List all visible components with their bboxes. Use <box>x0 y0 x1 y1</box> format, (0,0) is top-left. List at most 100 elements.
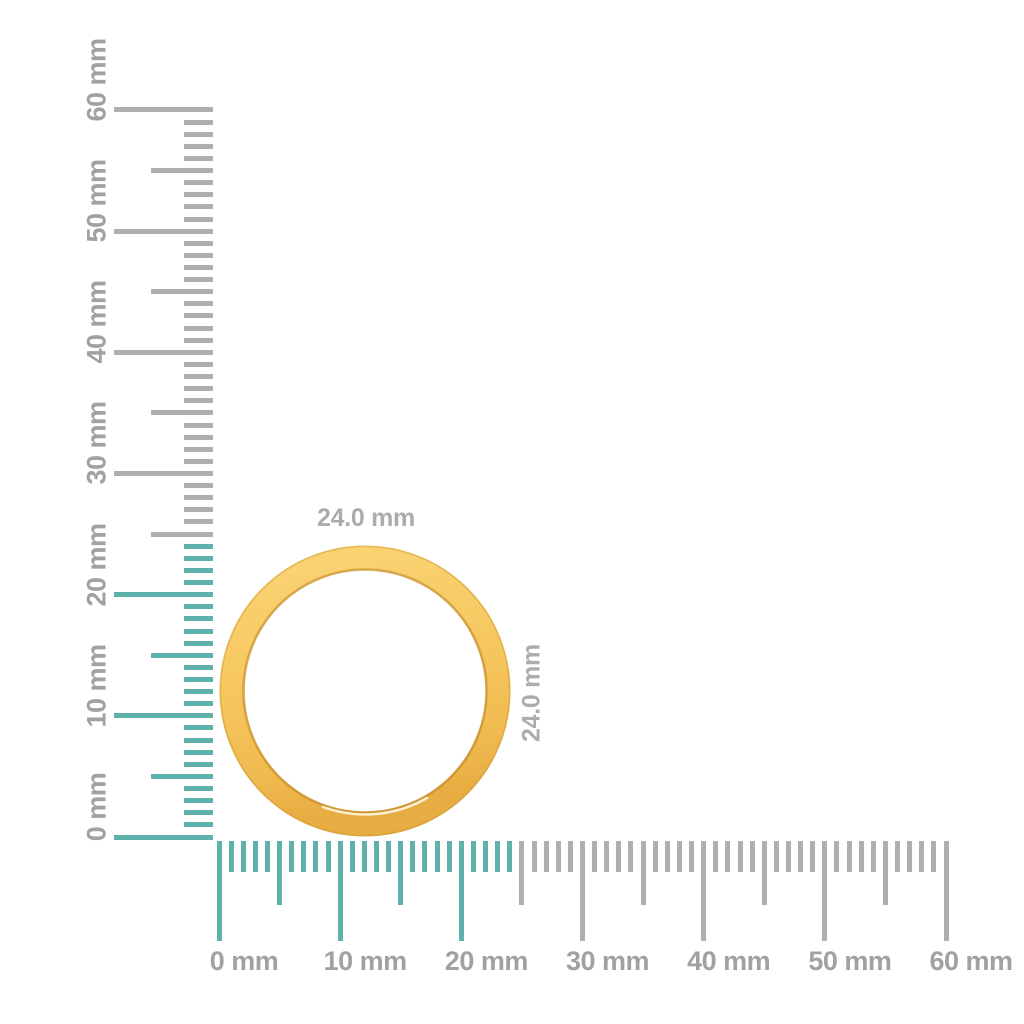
horizontal-ruler-tick <box>761 841 767 905</box>
vertical-ruler-tick <box>184 204 213 210</box>
vertical-ruler-tick <box>184 277 213 283</box>
ring-height-label: 24.0 mm <box>517 644 546 742</box>
vertical-ruler-tick <box>184 822 213 828</box>
horizontal-ruler-label: 60 mm <box>929 946 1013 976</box>
horizontal-ruler-tick <box>289 841 295 872</box>
vertical-ruler-label: 50 mm <box>81 159 112 243</box>
vertical-ruler-label: 10 mm <box>81 644 112 728</box>
horizontal-ruler-tick <box>907 841 913 872</box>
gold-ring <box>219 545 511 837</box>
vertical-ruler-label: 20 mm <box>81 523 112 607</box>
horizontal-ruler-tick <box>301 841 307 872</box>
horizontal-ruler-tick <box>531 841 537 872</box>
horizontal-ruler-label: 40 mm <box>687 946 771 976</box>
vertical-ruler-tick <box>184 543 213 549</box>
horizontal-ruler-tick <box>773 841 779 872</box>
horizontal-ruler-tick <box>870 841 876 872</box>
horizontal-ruler-tick <box>846 841 852 872</box>
vertical-ruler-tick <box>184 725 213 731</box>
horizontal-ruler-tick <box>580 841 585 941</box>
vertical-ruler-tick <box>184 483 213 489</box>
horizontal-ruler-tick <box>676 841 682 872</box>
vertical-ruler-tick <box>184 337 213 343</box>
vertical-ruler-tick <box>184 252 213 258</box>
horizontal-ruler-tick <box>361 841 367 872</box>
vertical-ruler-tick <box>114 349 213 355</box>
vertical-ruler-tick <box>184 737 213 743</box>
vertical-ruler-tick <box>184 446 213 452</box>
vertical-ruler-tick <box>184 810 213 816</box>
vertical-ruler-tick <box>184 216 213 222</box>
vertical-ruler-tick <box>184 786 213 792</box>
horizontal-ruler-tick <box>337 841 343 941</box>
vertical-ruler-tick <box>114 470 213 476</box>
vertical-ruler-tick <box>184 798 213 804</box>
vertical-ruler-tick <box>184 434 213 440</box>
vertical-ruler-tick <box>184 749 213 755</box>
vertical-ruler-label: 0 mm <box>81 772 112 842</box>
horizontal-ruler-tick <box>604 841 610 872</box>
band-highlight <box>321 796 429 816</box>
horizontal-ruler-tick <box>216 841 222 941</box>
horizontal-ruler-tick <box>386 841 392 872</box>
vertical-ruler-tick <box>184 689 213 695</box>
horizontal-ruler-tick <box>325 841 331 872</box>
horizontal-ruler-tick <box>252 841 258 872</box>
horizontal-ruler-tick <box>640 841 646 905</box>
vertical-ruler-tick <box>151 168 213 174</box>
vertical-ruler-tick <box>184 131 213 137</box>
horizontal-ruler-tick <box>313 841 319 872</box>
horizontal-ruler-tick <box>240 841 246 872</box>
vertical-ruler-tick <box>184 507 213 513</box>
horizontal-ruler-tick <box>264 841 270 872</box>
horizontal-ruler-tick <box>519 841 525 905</box>
vertical-ruler-tick <box>151 652 213 658</box>
horizontal-ruler-tick <box>798 841 804 872</box>
band-outer-edge <box>219 545 511 837</box>
vertical-ruler-tick <box>184 398 213 404</box>
horizontal-ruler-tick <box>785 841 791 872</box>
horizontal-ruler-label: 0 mm <box>209 946 279 976</box>
vertical-ruler-label: 40 mm <box>81 280 112 364</box>
vertical-ruler-tick <box>184 422 213 428</box>
vertical-ruler-tick <box>184 616 213 622</box>
gold-ring-image <box>219 545 511 837</box>
vertical-ruler-tick <box>184 386 213 392</box>
vertical-ruler-tick <box>184 640 213 646</box>
horizontal-ruler-tick <box>616 841 622 872</box>
horizontal-ruler-tick <box>810 841 816 872</box>
horizontal-ruler-tick <box>701 841 707 941</box>
horizontal-ruler-tick <box>374 841 380 872</box>
vertical-ruler-tick <box>151 773 213 779</box>
vertical-ruler-label: 60 mm <box>81 38 112 122</box>
vertical-ruler-tick <box>184 240 213 246</box>
horizontal-ruler-tick <box>628 841 634 872</box>
vertical-ruler-tick <box>114 713 213 719</box>
vertical-ruler-tick <box>184 180 213 186</box>
vertical-ruler-label: 30 mm <box>81 401 112 486</box>
horizontal-ruler-tick <box>470 841 476 872</box>
vertical-ruler-tick <box>184 301 213 307</box>
horizontal-ruler-tick <box>483 841 489 872</box>
vertical-ruler-tick <box>184 664 213 670</box>
horizontal-ruler-tick <box>398 841 404 905</box>
vertical-ruler-tick <box>114 107 213 113</box>
vertical-ruler-tick <box>184 761 213 767</box>
vertical-ruler-tick <box>184 374 213 380</box>
vertical-ruler-tick <box>151 531 213 537</box>
gold-band <box>219 545 511 837</box>
vertical-ruler-tick <box>184 325 213 331</box>
horizontal-ruler-tick <box>737 841 743 872</box>
vertical-ruler-tick <box>184 628 213 634</box>
vertical-ruler-tick <box>184 119 213 125</box>
vertical-ruler-tick <box>184 580 213 586</box>
horizontal-ruler-tick <box>507 841 513 872</box>
horizontal-ruler-tick <box>422 841 428 872</box>
horizontal-ruler-tick <box>277 841 283 905</box>
vertical-ruler-tick <box>114 228 213 234</box>
horizontal-ruler-tick <box>943 841 949 941</box>
vertical-ruler-tick <box>184 458 213 464</box>
vertical-ruler-tick <box>184 265 213 270</box>
horizontal-ruler-tick <box>895 841 901 872</box>
